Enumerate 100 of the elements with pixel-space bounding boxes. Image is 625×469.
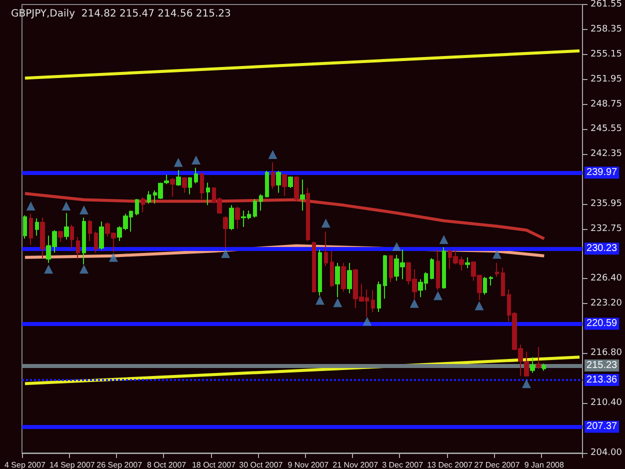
x-tick-label: 21 Nov 2007	[332, 460, 379, 469]
candlestick	[235, 206, 240, 230]
candlestick	[276, 170, 281, 194]
candlestick	[495, 262, 499, 278]
candlestick	[436, 249, 440, 291]
candlestick	[194, 167, 198, 184]
y-tick-label: 216.80	[590, 348, 622, 358]
y-tick-label: 204.00	[590, 448, 622, 458]
candlestick	[335, 262, 340, 298]
x-tick-label: 27 Dec 2007	[474, 460, 520, 469]
candlestick	[371, 290, 375, 312]
point	[362, 316, 372, 326]
candlestick	[70, 224, 74, 250]
x-tick-label: 13 Dec 2007	[427, 460, 473, 469]
candlestick	[282, 174, 287, 196]
point	[474, 301, 484, 310]
candlestick	[465, 256, 470, 269]
y-tick-label: 245.55	[590, 124, 622, 134]
y-tick-label: 235.95	[590, 199, 622, 210]
candlestick	[300, 178, 305, 212]
point	[44, 264, 54, 274]
candlestick	[389, 254, 393, 283]
point	[79, 264, 88, 274]
candlestick	[170, 177, 175, 198]
candlestick	[223, 216, 228, 249]
x-tick-label: 26 Sep 2007	[96, 460, 143, 469]
candlestick	[430, 258, 434, 280]
y-tick-label: 261.55	[590, 0, 622, 10]
point	[221, 248, 230, 258]
ref-line-label: 220.59	[586, 318, 618, 330]
line-series	[23, 192, 546, 240]
y-tick-label: 242.35	[590, 149, 622, 160]
x-tick-label: 30 Oct 2007	[239, 460, 284, 469]
point	[321, 218, 330, 228]
candlestick	[259, 194, 263, 212]
candlestick	[383, 254, 387, 300]
candlestick	[489, 276, 493, 286]
candlestick	[318, 249, 322, 296]
ref-line-label: 207.37	[586, 421, 618, 432]
candlestick	[88, 219, 92, 242]
candlestick	[341, 262, 346, 292]
point	[192, 155, 201, 164]
candlestick	[288, 176, 293, 189]
candlestick	[483, 276, 487, 296]
y-tick-label: 251.95	[590, 74, 622, 84]
point	[439, 234, 448, 244]
candlestick	[542, 363, 546, 372]
point	[174, 158, 183, 167]
candlestick	[306, 188, 310, 242]
x-tick-label: 18 Oct 2007	[192, 460, 236, 469]
candlestick	[229, 204, 234, 231]
candlestick	[58, 230, 63, 242]
x-tick-label: 14 Sep 2007	[49, 460, 96, 469]
candlestick	[141, 196, 145, 213]
candlestick	[147, 190, 151, 204]
candlestick	[524, 351, 529, 378]
candlestick	[99, 221, 104, 250]
ref-line-label: 215.23	[586, 360, 618, 371]
candlestick	[35, 218, 39, 236]
candlestick	[536, 346, 541, 370]
candlestick	[347, 262, 352, 294]
candlestick	[188, 176, 192, 195]
y-tick-label: 210.40	[590, 398, 622, 408]
candlestick	[40, 217, 45, 259]
y-tick-label: 248.75	[590, 99, 622, 110]
x-tick-label: 9 Jan 2008	[524, 460, 564, 469]
ref-line-label: 213.36	[586, 374, 618, 386]
y-tick-label: 255.15	[590, 49, 622, 60]
x-tick-label: 9 Nov 2007	[288, 460, 330, 469]
candlestick	[94, 231, 98, 254]
candlestick	[176, 170, 181, 186]
x-tick-label: 3 Dec 2007	[382, 460, 424, 469]
candlestick	[271, 162, 275, 190]
candlestick	[23, 214, 27, 240]
y-tick-label: 226.40	[590, 273, 622, 284]
candlestick	[330, 250, 334, 288]
candlestick	[164, 174, 169, 185]
y-tick-label: 223.20	[590, 298, 622, 308]
candlestick	[324, 231, 328, 266]
candlestick	[182, 176, 187, 194]
y-tick-label: 232.75	[590, 224, 622, 234]
candlestick	[312, 241, 316, 293]
point	[410, 298, 419, 308]
candlestick	[64, 212, 69, 240]
candlestick	[82, 217, 86, 265]
point	[62, 201, 71, 210]
candlestick	[265, 170, 269, 198]
point	[79, 205, 88, 214]
y-tick-label: 258.35	[590, 24, 622, 34]
ref-line-label: 239.97	[586, 167, 618, 178]
candlestick	[377, 281, 381, 312]
point	[492, 250, 502, 259]
candlestick	[29, 213, 33, 246]
candlestick	[135, 198, 139, 216]
candlestick	[253, 198, 257, 218]
ref-line-label: 230.23	[586, 243, 618, 254]
candlestick	[442, 246, 446, 290]
point	[315, 296, 324, 305]
point	[433, 291, 442, 300]
candlestick	[200, 172, 204, 200]
